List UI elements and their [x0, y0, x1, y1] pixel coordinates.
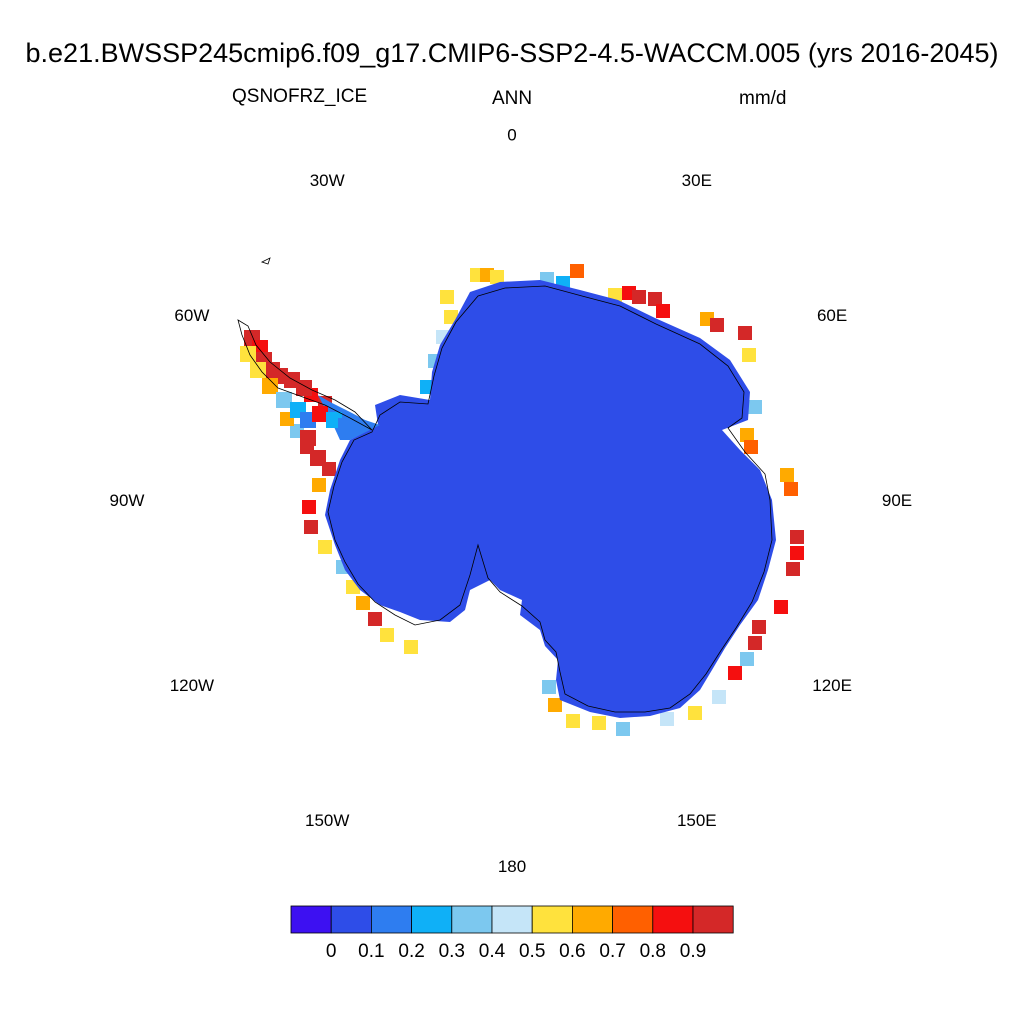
colorbar-box [572, 905, 614, 934]
coast-cell [656, 304, 670, 318]
peninsula-cell [262, 378, 278, 394]
variable-label: QSNOFRZ_ICE [232, 86, 368, 107]
peninsula-cell [276, 392, 292, 408]
colorbar-box [451, 905, 493, 934]
peninsula-cell [296, 380, 312, 396]
colorbar-box [290, 905, 332, 934]
colorbar-label: 0.2 [398, 941, 425, 962]
lon-label-180: 180 [498, 857, 526, 876]
lon-label-0: 0 [507, 125, 516, 144]
colorbar-label: 0.9 [679, 941, 707, 962]
colorbar-label: 0.3 [438, 941, 466, 962]
coast-cell [440, 290, 454, 304]
colorbar-box [531, 905, 573, 934]
coast-cell [790, 546, 804, 560]
coast-cell [774, 600, 788, 614]
coast-cell [616, 722, 630, 736]
coast-cell [784, 482, 798, 496]
colorbar-label: 0 [325, 941, 337, 962]
peninsula-cell [250, 362, 266, 378]
coast-cell [304, 520, 318, 534]
coast-cell [748, 636, 762, 650]
lon-label-30w: 30W [310, 171, 345, 190]
peninsula-cell [310, 450, 326, 466]
colorbar-label: 0.7 [599, 941, 626, 962]
coast-cell [712, 690, 726, 704]
colorbar-label: 0.8 [639, 941, 667, 962]
colorbar-box [692, 905, 734, 934]
coastline [327, 285, 773, 713]
coast-cell [748, 400, 762, 414]
coast-cell [742, 348, 756, 362]
colorbar-label: 0.4 [478, 941, 506, 962]
coast-cell [548, 698, 562, 712]
coast-cell [380, 628, 394, 642]
coast-cell [368, 612, 382, 626]
colorbar-boxes [290, 905, 734, 934]
longitude-labels: 0 30E 60E 90E 120E 150E 180 150W 120W 90W 60W 30W [110, 125, 913, 876]
lon-label-30e: 30E [682, 171, 712, 190]
colorbar-box [612, 905, 654, 934]
coast-cell [710, 318, 724, 332]
colorbar-box [491, 905, 533, 934]
coast-cell [660, 712, 674, 726]
lon-label-60e: 60E [817, 306, 847, 325]
lon-label-120e: 120E [812, 676, 852, 695]
coast-cell [592, 716, 606, 730]
small-island [260, 257, 271, 265]
peninsula-cell [300, 430, 316, 446]
coast-cell [490, 270, 504, 284]
season-label: ANN [491, 88, 533, 109]
coast-cell [790, 530, 804, 544]
units-label: mm/d [739, 88, 787, 109]
peninsula-cell [312, 406, 328, 422]
coast-cell [444, 310, 458, 324]
coast-cell [740, 428, 754, 442]
colorbar-box [330, 905, 372, 934]
colorbar-label: 0.5 [518, 941, 546, 962]
coast-cell [740, 652, 754, 666]
coast-cell [738, 326, 752, 340]
coast-cell [356, 596, 370, 610]
lon-label-90e: 90E [882, 491, 912, 510]
colorbar-box [411, 905, 453, 934]
colorbar-box [370, 905, 412, 934]
plot-title: b.e21.BWSSP245cmip6.f09_g17.CMIP6-SSP2-4… [25, 38, 999, 68]
coast-cell [648, 292, 662, 306]
continent-field [325, 280, 776, 718]
coast-cell [786, 562, 800, 576]
coast-cell [780, 468, 794, 482]
coast-cell [570, 264, 584, 278]
lon-label-120w: 120W [170, 676, 214, 695]
lon-label-60w: 60W [174, 306, 209, 325]
coast-cell [688, 706, 702, 720]
lon-label-150e: 150E [677, 811, 717, 830]
coast-cell [318, 540, 332, 554]
coast-cell [744, 440, 758, 454]
coast-cell [566, 714, 580, 728]
coast-cell [752, 620, 766, 634]
peninsula-cells [240, 330, 354, 466]
lon-label-90w: 90W [110, 491, 145, 510]
peninsula-cell [338, 418, 354, 434]
coast-cell [632, 290, 646, 304]
colorbar-label: 0.6 [559, 941, 586, 962]
lon-label-150w: 150W [305, 811, 349, 830]
coast-cell [312, 478, 326, 492]
colorbar-label: 0.1 [358, 941, 385, 962]
peninsula-coastline [237, 319, 373, 431]
coast-cell [302, 500, 316, 514]
coast-cell [404, 640, 418, 654]
coast-cell [542, 680, 556, 694]
coast-cell [728, 666, 742, 680]
colorbar-box [652, 905, 694, 934]
